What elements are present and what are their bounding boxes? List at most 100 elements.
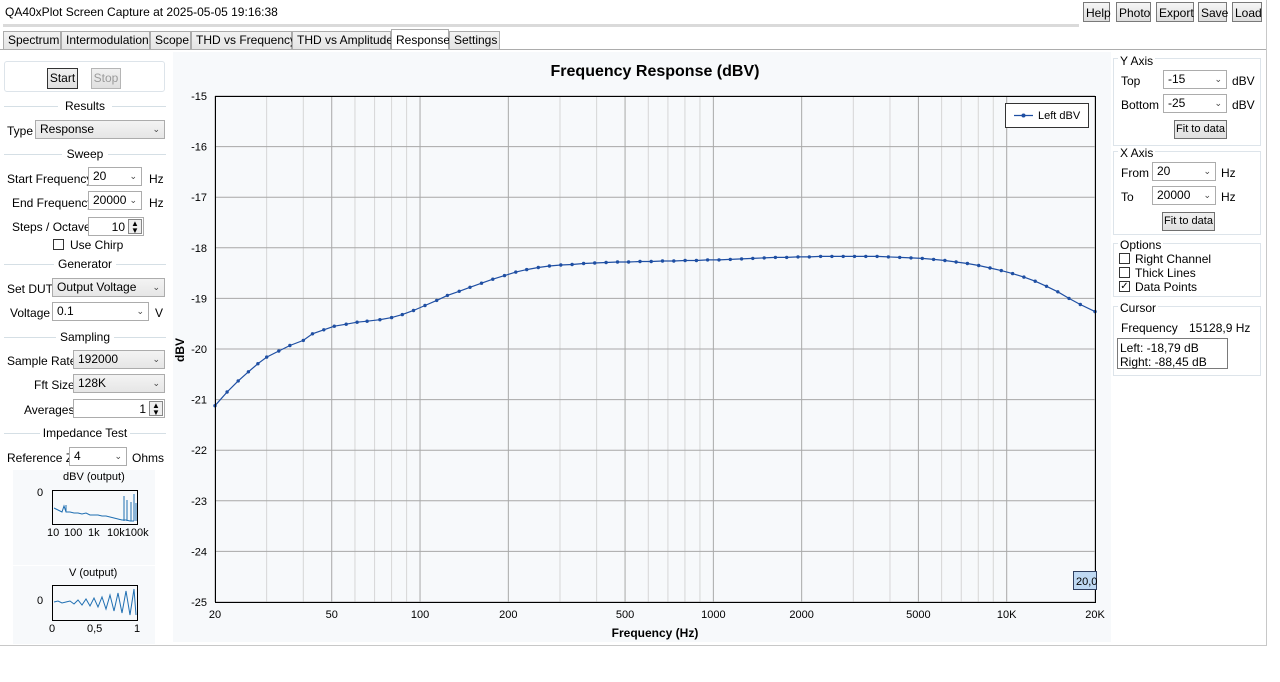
from-combo[interactable]: 20 ⌄ — [1152, 162, 1216, 181]
bottom-label: Bottom — [1121, 98, 1160, 112]
data-point — [514, 270, 518, 274]
data-point — [344, 322, 348, 326]
x-axis-label: Frequency (Hz) — [612, 626, 699, 640]
start-button[interactable]: Start — [47, 68, 78, 89]
spin-arrows-icon[interactable]: ▲ ▼ — [149, 401, 163, 417]
x-tick-label: 500 — [616, 609, 634, 621]
averages-stepper[interactable]: 1 ▲ ▼ — [73, 399, 165, 418]
x-fit-to-data-button[interactable]: Fit to data — [1162, 212, 1215, 231]
tab-thd-vs-frequency[interactable]: THD vs Frequency — [191, 31, 296, 50]
from-value: 20 — [1157, 164, 1171, 178]
voltage-combo[interactable]: 0.1 ⌄ — [52, 302, 149, 321]
data-point — [559, 263, 563, 267]
data-point — [411, 308, 416, 313]
data-point — [1078, 302, 1082, 307]
frequency-response-chart: 20 50 100 200 500 1000 2000 5000 10K 20K -15 -16 -17… — [173, 63, 1105, 640]
x-tick-label: 50 — [326, 609, 338, 621]
voltage-unit: V — [155, 306, 164, 320]
to-combo[interactable]: 20000 ⌄ — [1152, 186, 1216, 205]
fft-size-select[interactable]: 128K ⌄ — [73, 374, 165, 393]
top-combo[interactable]: -15 ⌄ — [1163, 70, 1227, 89]
mini-plot-frame — [52, 490, 138, 525]
save-button[interactable]: Save — [1198, 2, 1228, 22]
data-points-checkbox[interactable]: ✓ — [1119, 281, 1130, 292]
tab-scope[interactable]: Scope — [150, 31, 191, 50]
data-point — [988, 266, 992, 270]
data-point — [920, 256, 924, 261]
cursor-frequency-label: Frequency — [1121, 321, 1178, 335]
from-label: From — [1121, 166, 1149, 180]
steps-octave-label: Steps / Octave — [12, 220, 91, 234]
end-frequency-combo[interactable]: 20000 ⌄ — [88, 191, 142, 210]
type-select[interactable]: Response ⌄ — [35, 120, 165, 139]
to-label: To — [1121, 190, 1134, 204]
chevron-down-icon: ⌄ — [1214, 74, 1222, 84]
thick-lines-checkbox[interactable] — [1119, 267, 1130, 278]
data-point — [898, 255, 902, 260]
stop-button[interactable]: Stop — [91, 68, 121, 89]
chart-legend: Left dBV — [1005, 103, 1089, 128]
data-point — [739, 257, 744, 261]
tab-thd-vs-amplitude[interactable]: THD vs Amplitude — [292, 31, 393, 50]
averages-label: Averages — [24, 403, 75, 417]
mini-plot-dbv-xtick: 1k — [88, 527, 100, 539]
chevron-down-icon: ⌄ — [1203, 166, 1211, 176]
photo-button[interactable]: Photo — [1116, 2, 1151, 22]
data-point — [225, 390, 229, 394]
hz-unit: Hz — [149, 196, 164, 210]
top-value: -15 — [1168, 72, 1186, 86]
y-fit-to-data-button[interactable]: Fit to data — [1174, 120, 1227, 139]
start-frequency-combo[interactable]: 20 ⌄ — [88, 167, 142, 186]
results-header: Results — [4, 99, 166, 114]
title-divider — [3, 24, 1079, 27]
reference-z-combo[interactable]: 4 ⌄ — [69, 447, 127, 466]
data-point — [852, 254, 857, 259]
data-point — [796, 255, 800, 259]
spin-arrows-icon[interactable]: ▲ ▼ — [128, 219, 142, 235]
results-header-label: Results — [64, 99, 105, 113]
tab-intermodulation[interactable]: Intermodulation — [61, 31, 150, 50]
use-chirp-checkbox[interactable] — [53, 239, 64, 250]
data-point — [807, 255, 811, 259]
corner-tag: 20,0 — [1073, 571, 1097, 590]
ohms-unit: Ohms — [132, 451, 165, 465]
load-button[interactable]: Load — [1232, 2, 1262, 22]
help-button[interactable]: Help — [1083, 2, 1111, 22]
corner-tag-box — [1073, 571, 1097, 590]
tab-divider — [0, 49, 1266, 50]
cursor-header: Cursor — [1118, 301, 1159, 315]
data-point — [536, 265, 540, 270]
bottom-value: -25 — [1168, 96, 1186, 110]
right-channel-checkbox[interactable] — [1119, 253, 1130, 264]
chart-area — [173, 52, 1111, 642]
tab-settings[interactable]: Settings — [449, 31, 500, 50]
options-header: Options — [1118, 238, 1164, 252]
y-tick-label: -19 — [191, 293, 207, 305]
tab-spectrum[interactable]: Spectrum — [3, 31, 61, 50]
section-line — [4, 337, 56, 338]
y-axis-header: Y Axis — [1118, 54, 1156, 68]
end-frequency-value: 20000 — [93, 193, 127, 207]
steps-stepper[interactable]: 10 ▲ ▼ — [88, 217, 144, 236]
sample-rate-select[interactable]: 192000 ⌄ — [73, 350, 165, 369]
data-point — [246, 370, 251, 374]
sample-rate-value: 192000 — [78, 352, 119, 366]
corner-tag-text: 20,0 — [1076, 576, 1097, 588]
hz-unit: Hz — [1221, 190, 1236, 204]
data-point — [1022, 275, 1026, 279]
export-button[interactable]: Export — [1156, 2, 1194, 22]
data-point — [864, 254, 868, 259]
fft-size-value: 128K — [78, 376, 107, 390]
right-channel-label: Right Channel — [1135, 252, 1212, 266]
data-point — [886, 255, 891, 259]
data-point — [256, 362, 260, 366]
data-point — [841, 254, 845, 259]
data-points-label: Data Points — [1135, 280, 1198, 294]
x-tick-label: 10K — [997, 609, 1017, 621]
data-point — [502, 273, 507, 278]
data-point — [310, 332, 315, 336]
section-line — [130, 433, 166, 434]
set-dut-select[interactable]: Output Voltage ⌄ — [52, 278, 165, 297]
bottom-combo[interactable]: -25 ⌄ — [1163, 94, 1227, 113]
tab-response[interactable]: Response — [391, 29, 450, 50]
